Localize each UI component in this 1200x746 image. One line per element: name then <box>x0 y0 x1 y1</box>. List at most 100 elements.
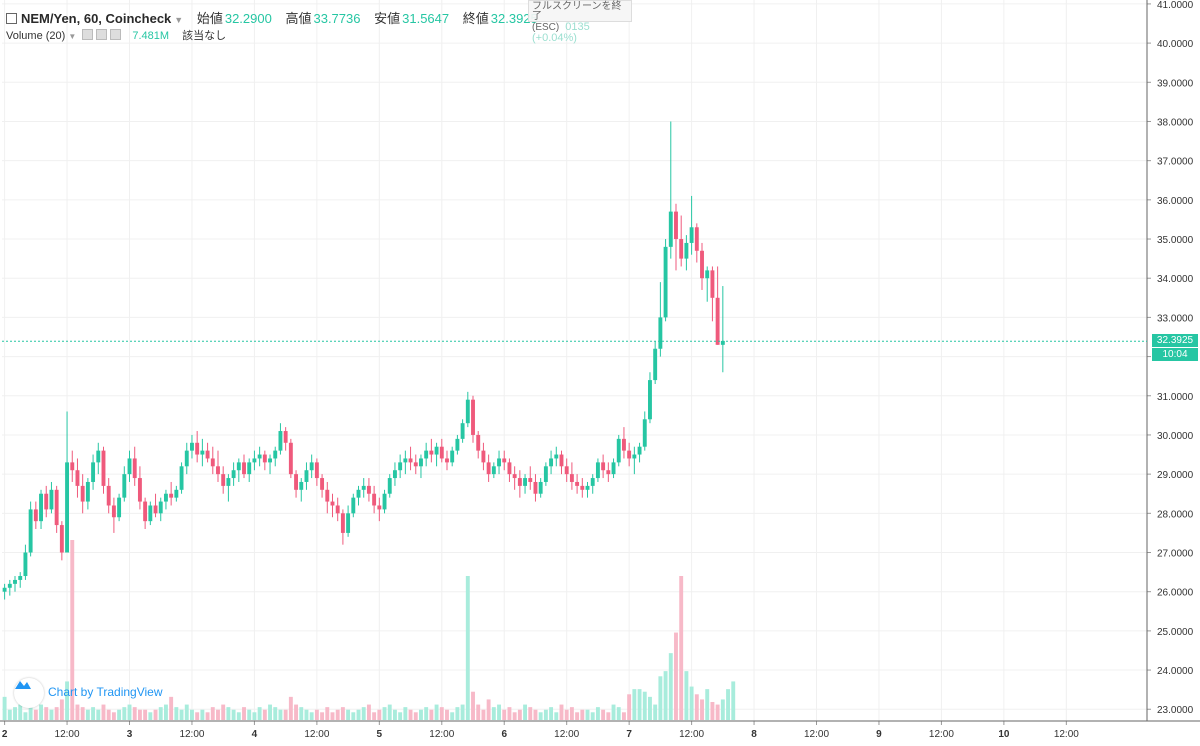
x-tick-label: 9 <box>876 729 882 740</box>
candle-body <box>590 478 595 486</box>
dropdown-icon[interactable]: ▼ <box>68 32 77 41</box>
x-tick-label: 12:00 <box>929 729 954 740</box>
volume-bar <box>33 709 38 720</box>
candle-body <box>179 466 184 490</box>
candle-body <box>689 227 694 243</box>
volume-bar <box>465 576 470 720</box>
exit-fullscreen-tooltip[interactable]: フルスクリーンを終了 (ESC) 0135 (+0.04%) <box>528 0 632 44</box>
candle-body <box>465 399 470 424</box>
volume-bar <box>455 707 460 720</box>
candle-body <box>445 458 449 463</box>
settings-icon[interactable] <box>96 29 108 40</box>
candle-body <box>18 576 23 580</box>
x-tick-label: 12:00 <box>679 729 704 740</box>
candle-body <box>684 242 689 259</box>
tradingview-branding[interactable]: Chart by TradingView <box>14 678 163 708</box>
candle-body <box>533 481 538 494</box>
candle-body <box>158 501 163 514</box>
candle-body <box>330 501 335 506</box>
volume-bar <box>684 671 689 720</box>
candle-body <box>111 505 116 518</box>
volume-bar <box>517 709 522 720</box>
x-tick-label: 10 <box>998 729 1010 740</box>
candle-body <box>674 211 678 240</box>
candle-body <box>621 438 626 451</box>
candle-body <box>273 450 278 459</box>
candle-body <box>143 501 148 522</box>
volume-bar <box>158 707 163 720</box>
candle-body <box>242 462 246 475</box>
candle-body <box>49 489 54 510</box>
volume-bar <box>262 709 267 720</box>
volume-bar <box>148 712 153 720</box>
volume-bar <box>611 704 616 720</box>
volume-legend: Volume (20) ▼ 7.481M 該当なし <box>6 27 226 43</box>
current-price-tag: 32.3925 <box>1152 334 1198 348</box>
candle-body <box>580 485 585 490</box>
candle-body <box>616 438 621 463</box>
high-value: 33.7736 <box>313 11 361 26</box>
close-label: 終値 <box>462 11 489 26</box>
volume-bar <box>512 712 517 720</box>
y-tick-label: 41.0000 <box>1157 0 1194 11</box>
volume-bar <box>2 696 7 720</box>
y-tick-label: 26.0000 <box>1157 588 1194 599</box>
candle-body <box>288 442 293 475</box>
eye-icon[interactable] <box>82 29 94 40</box>
candle-body <box>356 489 361 498</box>
candle-body <box>309 462 314 471</box>
candle-body <box>340 513 345 533</box>
collapse-icon[interactable] <box>6 13 17 24</box>
low-value: 31.5647 <box>402 11 450 26</box>
volume-bar <box>658 676 663 720</box>
fullscreen-tip-title: フルスクリーンを終了 <box>532 1 622 22</box>
volume-bar <box>575 712 580 720</box>
y-tick-label: 34.0000 <box>1157 274 1194 285</box>
x-tick-label: 3 <box>127 729 133 740</box>
volume-bar <box>309 712 314 720</box>
volume-bar <box>190 709 194 720</box>
close-icon[interactable] <box>110 29 122 40</box>
candle-body <box>543 466 548 482</box>
x-tick-label: 12:00 <box>1054 729 1079 740</box>
candle-body <box>413 462 418 467</box>
candle-body <box>663 246 668 318</box>
change-value: 0135 (+0.04%) <box>532 21 590 44</box>
candle-body <box>361 485 366 490</box>
candle-body <box>169 493 174 498</box>
candle-body <box>486 462 491 475</box>
candle-body <box>632 454 637 459</box>
volume-bar <box>184 704 189 720</box>
volume-bar <box>143 709 148 720</box>
volume-bar <box>44 707 49 720</box>
volume-bar <box>491 707 496 720</box>
volume-bar <box>382 707 387 720</box>
volume-bar <box>242 707 246 720</box>
volume-bar <box>533 709 538 720</box>
volume-bar <box>543 709 548 720</box>
candle-body <box>392 470 397 479</box>
candle-body <box>75 470 80 486</box>
volume-bar <box>606 712 611 720</box>
candle-body <box>96 450 101 463</box>
volume-bar <box>507 707 512 720</box>
y-tick-label: 23.0000 <box>1157 705 1194 716</box>
candle-body <box>252 458 257 463</box>
volume-bar <box>137 709 142 720</box>
volume-bar <box>445 709 449 720</box>
volume-bar <box>314 709 319 720</box>
volume-bar <box>580 709 585 720</box>
candle-body <box>163 493 168 502</box>
candle-body <box>320 478 325 490</box>
volume-bar <box>153 709 158 720</box>
volume-bar <box>23 712 28 720</box>
volume-bar <box>595 707 600 720</box>
candle-body <box>278 431 283 451</box>
volume-bar <box>705 689 710 720</box>
dropdown-icon[interactable]: ▼ <box>174 15 184 25</box>
volume-bar <box>398 712 403 720</box>
candle-body <box>174 489 179 498</box>
candle-body <box>85 481 90 502</box>
volume-bar <box>163 704 168 720</box>
